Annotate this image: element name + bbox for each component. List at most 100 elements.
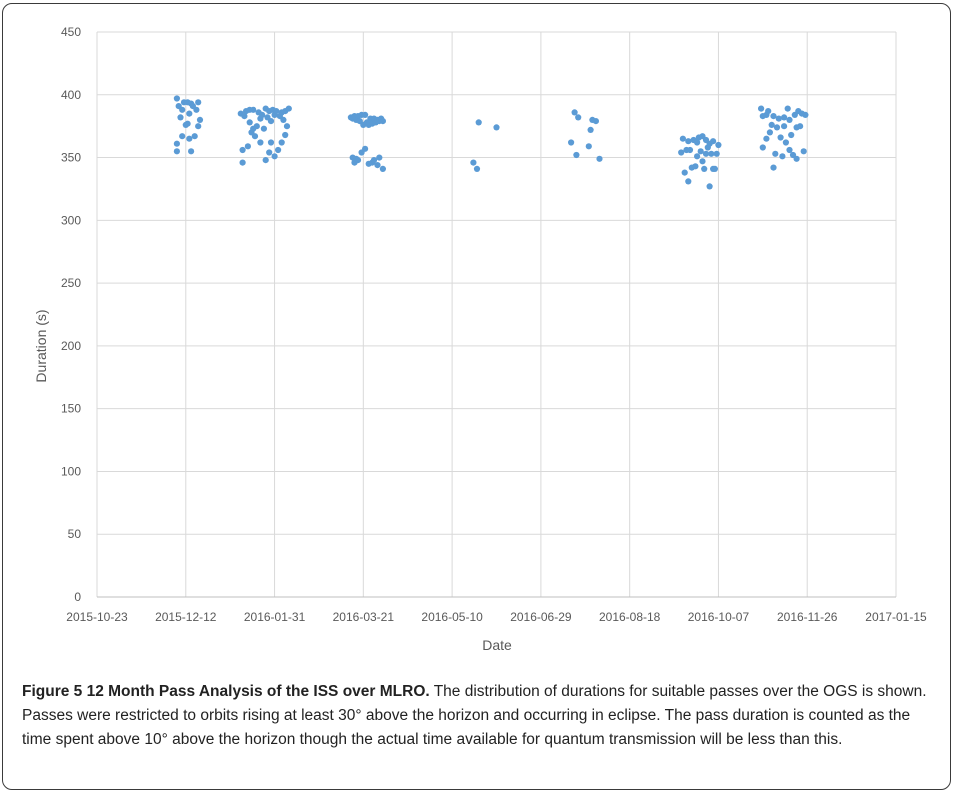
data-point [793,155,800,162]
data-point [262,157,269,164]
y-tick-label: 400 [61,88,81,102]
data-point [267,139,275,146]
data-point [773,124,781,131]
data-point [275,146,282,154]
data-point [685,138,692,145]
data-point [800,148,807,155]
data-point [768,121,775,128]
data-point [273,108,280,115]
data-point [686,146,694,154]
data-point [473,165,481,172]
data-point [759,144,766,151]
y-tick-label: 100 [61,464,81,478]
y-tick-label: 350 [61,151,81,165]
data-point [685,178,692,185]
data-point [575,114,582,121]
y-tick-label: 450 [61,25,81,39]
y-tick-label: 0 [74,590,81,604]
data-point [711,165,719,172]
y-tick-label: 200 [61,339,81,353]
data-point [186,135,193,142]
x-tick-label: 2016-11-26 [777,610,838,624]
x-tick-label: 2016-01-31 [244,610,306,624]
data-point [195,123,202,130]
data-point [278,139,285,146]
data-point [781,123,788,130]
data-point [715,141,722,149]
y-tick-label: 150 [61,402,81,416]
data-point [251,133,259,140]
data-point [770,113,777,120]
data-point [362,111,369,118]
data-point [788,131,795,139]
data-point [702,150,710,157]
data-point [784,105,791,112]
data-point [257,139,264,146]
data-point [244,143,251,150]
x-tick-label: 2015-10-23 [66,610,128,624]
axes [96,32,896,598]
data-point [374,162,381,169]
data-point [239,159,246,166]
data-point [596,155,603,162]
data-points [173,95,809,190]
data-point [376,154,383,161]
data-point [253,123,260,130]
data-point [797,123,804,130]
caption-label: Figure 5 12 Month Pass Analysis of the I… [22,683,430,700]
data-point [193,106,200,113]
data-point [493,124,500,131]
x-tick-label: 2016-03-21 [333,610,395,624]
data-point [765,108,772,115]
data-point [173,95,180,102]
y-tick-label: 50 [68,527,82,541]
data-point [713,150,720,157]
x-tick-label: 2016-08-18 [599,610,661,624]
data-point [701,165,708,172]
data-point [173,140,180,147]
data-point [239,146,246,154]
data-point [710,138,717,145]
data-point [781,114,788,121]
data-point [241,113,248,120]
caption-text: The distribution of durations for suitab… [22,683,927,748]
data-point [188,148,195,155]
data-point [697,148,704,155]
data-point [179,106,186,113]
figure-caption: Figure 5 12 Month Pass Analysis of the I… [22,680,932,752]
data-point [786,116,793,123]
data-point [766,129,774,136]
x-axis-title: Date [482,637,512,653]
data-point [802,111,809,118]
x-tick-label: 2017-01-15 [865,610,927,624]
data-point [266,149,273,156]
data-point [246,119,253,126]
x-tick-labels: 2015-10-23 2015-12-12 2016-01-31 2016-03-21… [66,610,927,624]
data-point [196,116,204,123]
data-point [177,114,184,121]
data-point [184,120,191,127]
y-axis-title: Duration (s) [33,309,49,382]
data-point [692,163,699,170]
data-point [186,110,193,117]
data-point [282,131,289,139]
data-point [470,159,477,166]
data-point [173,148,180,155]
data-point [772,150,779,157]
x-tick-label: 2015-12-12 [155,610,217,624]
x-tick-label: 2016-10-07 [688,610,750,624]
data-point [370,157,378,164]
data-point [250,106,257,113]
y-tick-label: 300 [61,213,81,227]
data-point [777,134,784,141]
data-point [681,169,688,176]
data-point [786,146,793,154]
data-point [271,153,278,160]
y-tick-labels: 0 50 100 150 200 250 300 350 400 450 [61,25,81,604]
data-point [191,133,198,140]
data-point [573,151,580,159]
data-point [379,118,386,125]
data-point [706,183,713,190]
data-point [354,157,362,164]
